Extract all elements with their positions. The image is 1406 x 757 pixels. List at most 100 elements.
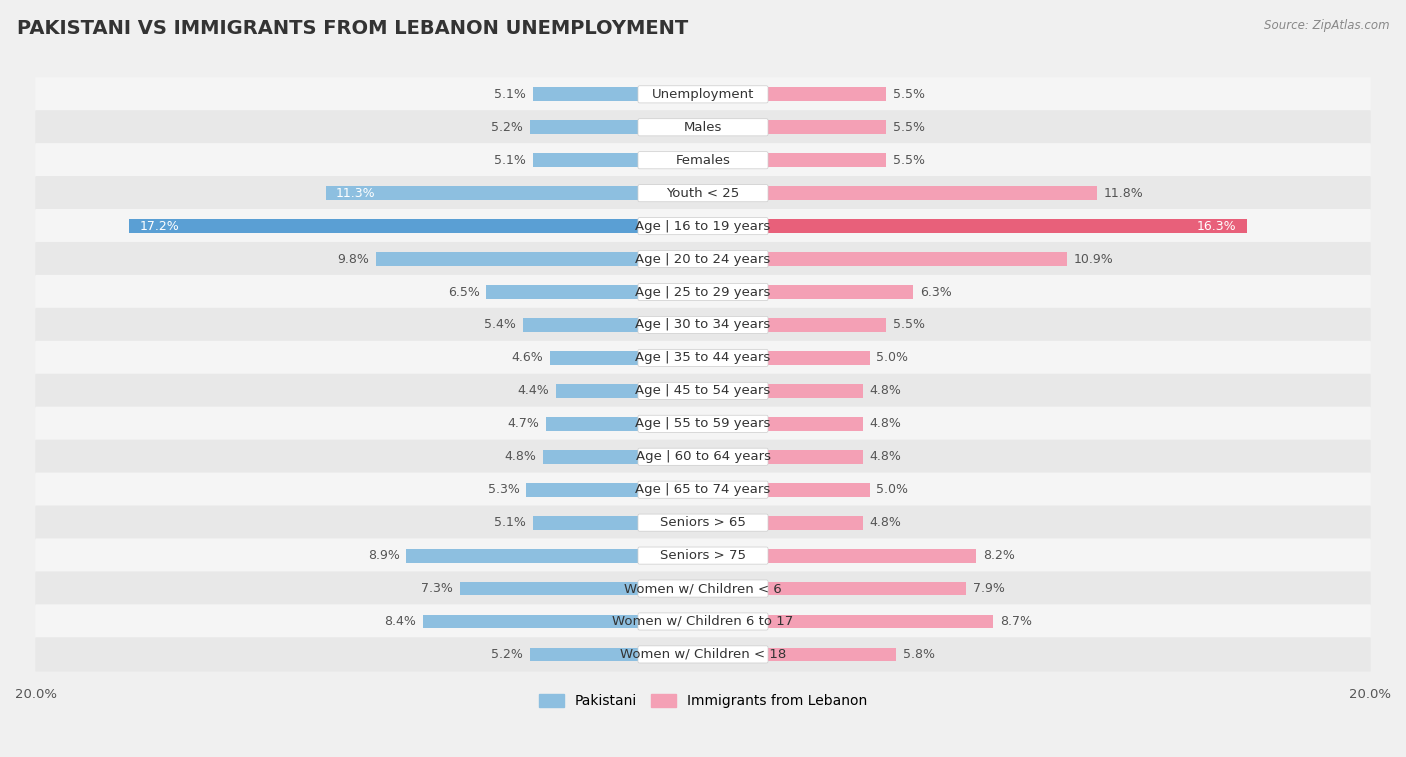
FancyBboxPatch shape bbox=[638, 217, 768, 235]
FancyBboxPatch shape bbox=[638, 185, 768, 202]
Text: Unemployment: Unemployment bbox=[652, 88, 754, 101]
FancyBboxPatch shape bbox=[638, 547, 768, 564]
Text: Source: ZipAtlas.com: Source: ZipAtlas.com bbox=[1264, 19, 1389, 32]
Text: 5.5%: 5.5% bbox=[893, 121, 925, 134]
Text: Age | 16 to 19 years: Age | 16 to 19 years bbox=[636, 220, 770, 232]
Bar bbox=[533, 154, 703, 167]
Bar bbox=[703, 615, 993, 628]
FancyBboxPatch shape bbox=[35, 506, 1371, 540]
Text: 4.6%: 4.6% bbox=[512, 351, 543, 364]
Text: 5.1%: 5.1% bbox=[495, 154, 526, 167]
Bar bbox=[703, 252, 1067, 266]
Bar bbox=[703, 120, 886, 134]
Text: 5.0%: 5.0% bbox=[876, 351, 908, 364]
Bar bbox=[703, 220, 1247, 233]
FancyBboxPatch shape bbox=[35, 604, 1371, 639]
FancyBboxPatch shape bbox=[35, 308, 1371, 342]
FancyBboxPatch shape bbox=[35, 341, 1371, 375]
Bar bbox=[703, 384, 863, 397]
Bar bbox=[423, 615, 703, 628]
Text: 5.8%: 5.8% bbox=[903, 648, 935, 661]
FancyBboxPatch shape bbox=[638, 613, 768, 630]
Bar bbox=[533, 87, 703, 101]
Text: Women w/ Children < 6: Women w/ Children < 6 bbox=[624, 582, 782, 595]
Text: 17.2%: 17.2% bbox=[139, 220, 179, 232]
FancyBboxPatch shape bbox=[35, 143, 1371, 177]
FancyBboxPatch shape bbox=[35, 472, 1371, 507]
FancyBboxPatch shape bbox=[638, 283, 768, 301]
FancyBboxPatch shape bbox=[638, 349, 768, 366]
Text: 5.1%: 5.1% bbox=[495, 88, 526, 101]
Text: Age | 35 to 44 years: Age | 35 to 44 years bbox=[636, 351, 770, 364]
Text: 4.8%: 4.8% bbox=[870, 385, 901, 397]
Text: 16.3%: 16.3% bbox=[1197, 220, 1237, 232]
FancyBboxPatch shape bbox=[35, 374, 1371, 408]
Text: Age | 25 to 29 years: Age | 25 to 29 years bbox=[636, 285, 770, 298]
Text: 6.3%: 6.3% bbox=[920, 285, 952, 298]
Text: 4.4%: 4.4% bbox=[517, 385, 550, 397]
Bar bbox=[129, 220, 703, 233]
Text: 5.5%: 5.5% bbox=[893, 154, 925, 167]
Text: Women w/ Children 6 to 17: Women w/ Children 6 to 17 bbox=[613, 615, 793, 628]
Text: Seniors > 75: Seniors > 75 bbox=[659, 549, 747, 562]
Bar bbox=[703, 450, 863, 464]
Bar bbox=[703, 186, 1097, 200]
FancyBboxPatch shape bbox=[638, 382, 768, 400]
Text: Age | 45 to 54 years: Age | 45 to 54 years bbox=[636, 385, 770, 397]
Text: Seniors > 65: Seniors > 65 bbox=[659, 516, 747, 529]
Bar bbox=[377, 252, 703, 266]
Text: 5.5%: 5.5% bbox=[893, 319, 925, 332]
Text: 5.2%: 5.2% bbox=[491, 121, 523, 134]
Text: Youth < 25: Youth < 25 bbox=[666, 187, 740, 200]
Text: 6.5%: 6.5% bbox=[447, 285, 479, 298]
Text: Males: Males bbox=[683, 121, 723, 134]
FancyBboxPatch shape bbox=[638, 416, 768, 432]
Text: 7.9%: 7.9% bbox=[973, 582, 1005, 595]
FancyBboxPatch shape bbox=[35, 77, 1371, 111]
FancyBboxPatch shape bbox=[638, 251, 768, 268]
Text: 8.4%: 8.4% bbox=[384, 615, 416, 628]
Text: 5.3%: 5.3% bbox=[488, 483, 520, 496]
Text: 4.8%: 4.8% bbox=[870, 516, 901, 529]
FancyBboxPatch shape bbox=[35, 407, 1371, 441]
Text: 5.5%: 5.5% bbox=[893, 88, 925, 101]
FancyBboxPatch shape bbox=[638, 86, 768, 103]
Bar bbox=[703, 285, 912, 299]
Text: 4.7%: 4.7% bbox=[508, 417, 540, 430]
FancyBboxPatch shape bbox=[35, 242, 1371, 276]
Bar bbox=[523, 318, 703, 332]
Text: Age | 60 to 64 years: Age | 60 to 64 years bbox=[636, 450, 770, 463]
Text: 11.3%: 11.3% bbox=[336, 187, 375, 200]
FancyBboxPatch shape bbox=[638, 646, 768, 663]
Text: 8.2%: 8.2% bbox=[983, 549, 1015, 562]
Bar bbox=[703, 549, 977, 562]
FancyBboxPatch shape bbox=[638, 316, 768, 334]
FancyBboxPatch shape bbox=[638, 514, 768, 531]
Text: Age | 30 to 34 years: Age | 30 to 34 years bbox=[636, 319, 770, 332]
Bar bbox=[703, 581, 966, 596]
Text: 8.7%: 8.7% bbox=[1000, 615, 1032, 628]
Bar bbox=[557, 384, 703, 397]
Bar bbox=[326, 186, 703, 200]
Bar bbox=[533, 516, 703, 530]
Text: Females: Females bbox=[675, 154, 731, 167]
Bar bbox=[550, 351, 703, 365]
Text: 8.9%: 8.9% bbox=[367, 549, 399, 562]
Text: 10.9%: 10.9% bbox=[1073, 253, 1114, 266]
Text: 4.8%: 4.8% bbox=[870, 417, 901, 430]
FancyBboxPatch shape bbox=[638, 151, 768, 169]
FancyBboxPatch shape bbox=[638, 481, 768, 498]
Legend: Pakistani, Immigrants from Lebanon: Pakistani, Immigrants from Lebanon bbox=[533, 689, 873, 714]
Text: 5.4%: 5.4% bbox=[484, 319, 516, 332]
Text: 4.8%: 4.8% bbox=[870, 450, 901, 463]
FancyBboxPatch shape bbox=[35, 538, 1371, 573]
FancyBboxPatch shape bbox=[35, 176, 1371, 210]
FancyBboxPatch shape bbox=[35, 440, 1371, 474]
Bar bbox=[547, 417, 703, 431]
Bar bbox=[486, 285, 703, 299]
Bar bbox=[703, 483, 870, 497]
FancyBboxPatch shape bbox=[35, 209, 1371, 243]
Bar bbox=[406, 549, 703, 562]
FancyBboxPatch shape bbox=[638, 448, 768, 466]
Text: 9.8%: 9.8% bbox=[337, 253, 370, 266]
